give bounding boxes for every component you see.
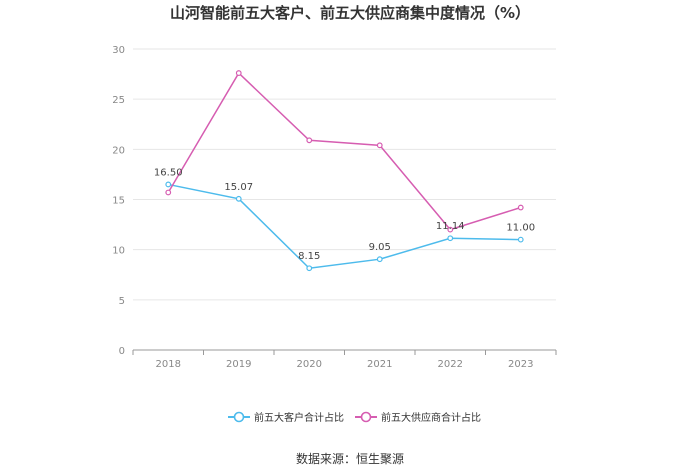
y-tick-label: 20 <box>112 145 125 156</box>
data-label: 15.07 <box>224 182 253 193</box>
grid-lines <box>133 48 556 301</box>
data-point <box>447 235 454 242</box>
y-tick-label: 5 <box>119 296 125 307</box>
data-label: 11.00 <box>506 223 535 234</box>
x-tick-label: 2023 <box>508 359 533 370</box>
y-tick-label: 30 <box>112 45 125 56</box>
legend: 前五大客户合计占比 前五大供应商合计占比 <box>228 411 481 424</box>
data-labels: 16.50 15.07 8.15 9.05 11.14 11.00 <box>154 167 535 262</box>
data-point <box>306 265 313 272</box>
data-point <box>517 236 524 243</box>
series-line-1 <box>168 183 521 270</box>
data-point <box>447 226 454 233</box>
data-label: 11.14 <box>436 221 465 232</box>
legend-marker <box>233 411 245 423</box>
x-tick-label: 2019 <box>226 359 251 370</box>
x-tick-label: 2022 <box>438 359 463 370</box>
y-tick-label: 15 <box>112 196 125 207</box>
data-point <box>376 256 383 263</box>
data-point <box>165 189 172 196</box>
chart-title: 山河智能前五大客户、前五大供应商集中度情况（%） <box>169 4 531 22</box>
data-point <box>235 70 242 76</box>
data-source: 数据来源：恒生聚源 <box>295 452 404 466</box>
series-lines <box>165 70 524 272</box>
x-tick-label: 2020 <box>297 359 322 370</box>
data-label: 8.15 <box>298 251 320 262</box>
x-tick-label: 2018 <box>156 359 181 370</box>
legend-label: 前五大供应商合计占比 <box>381 411 481 424</box>
series-line-2 <box>167 71 521 231</box>
data-point <box>306 137 313 144</box>
data-point <box>376 142 383 149</box>
data-point <box>165 181 172 188</box>
y-tick-label: 0 <box>119 346 125 357</box>
y-tick-label: 10 <box>112 246 125 257</box>
y-tick-label: 25 <box>112 95 125 106</box>
axes: 0 5 10 15 20 25 30 2018 2019 2020 2021 2022 2023 <box>112 45 557 370</box>
legend-label: 前五大客户合计占比 <box>254 411 344 424</box>
x-tick-label: 2021 <box>367 359 392 370</box>
data-label: 16.50 <box>154 167 183 178</box>
data-point <box>517 204 524 211</box>
data-label: 9.05 <box>369 242 391 253</box>
data-point <box>235 195 242 202</box>
legend-marker <box>360 411 372 423</box>
